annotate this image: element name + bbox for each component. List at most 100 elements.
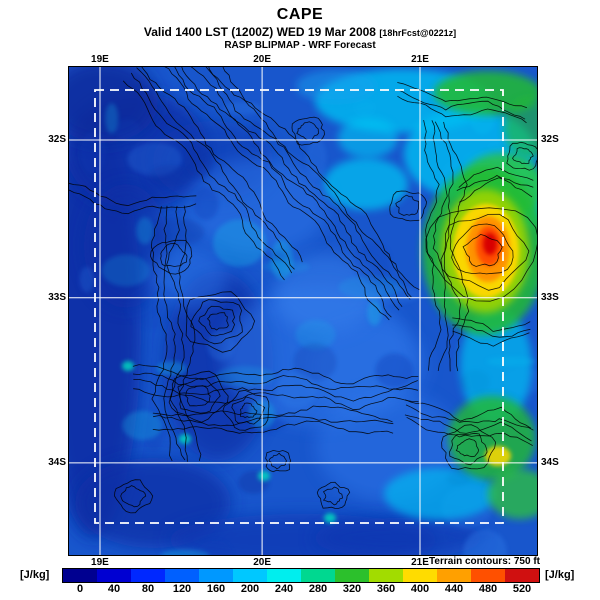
colorbar-segment [233, 569, 267, 582]
terrain-contour-line [185, 385, 211, 407]
terrain-contour-line [268, 452, 287, 470]
cape-texture-blob [262, 260, 310, 273]
cape-texture-blob [223, 102, 262, 115]
terrain-contour-line [136, 67, 295, 270]
terrain-contour-line [150, 206, 173, 462]
terrain-contour-line [120, 485, 147, 508]
terrain-contour-line [208, 66, 412, 298]
terrain-contour-line [423, 120, 442, 371]
colorbar-tick-label: 80 [141, 583, 155, 595]
terrain-contour-line [265, 449, 292, 473]
colorbar-segment [63, 569, 97, 582]
colorbar-units-right: [J/kg] [545, 569, 575, 581]
colorbar-tick-label: 280 [308, 583, 328, 595]
cape-texture-blob [367, 300, 382, 326]
cape-texture-blob [80, 131, 106, 174]
terrain-contour-line [443, 121, 470, 372]
terrain-contour-line [177, 377, 221, 414]
colorbar-segment [301, 569, 335, 582]
terrain-contour-line [190, 299, 243, 345]
cape-texture-blob [122, 410, 163, 440]
terrain-contour-line [406, 416, 533, 446]
cape-texture-blob [338, 275, 402, 299]
terrain-contour-line [322, 486, 343, 506]
terrain-contour-line [397, 82, 528, 109]
cape-fill-blob [338, 118, 398, 158]
terrain-contour-line [204, 66, 411, 300]
terrain-contour-line [405, 404, 534, 431]
colorbar-tick-label: 40 [107, 583, 121, 595]
terrain-contour-line [316, 481, 351, 509]
cape-speck [179, 434, 191, 444]
cape-texture-blob [306, 138, 327, 180]
terrain-contour-line [431, 120, 449, 371]
colorbar-tick-label: 520 [512, 583, 532, 595]
chart-title: CAPE [276, 6, 324, 23]
lat-tick-left: 32S [48, 133, 66, 145]
terrain-contour-line [178, 205, 202, 461]
lat-tick-left: 34S [48, 456, 66, 468]
terrain-contour-line [173, 66, 392, 318]
terrain-contour-line [222, 66, 420, 291]
colorbar-segment [267, 569, 301, 582]
terrain-contour-line [198, 305, 236, 337]
lon-tick-top: 21E [411, 54, 429, 65]
valid-time-line: Valid 1400 LST (1200Z) WED 19 Mar 2008 [… [0, 25, 600, 39]
terrain-contour-line [114, 479, 154, 514]
terrain-contour-line [189, 66, 403, 307]
terrain-contour-line [206, 312, 229, 331]
terrain-contour-line [434, 121, 461, 372]
cape-texture-blob [293, 343, 337, 382]
colorbar-units-left: [J/kg] [20, 569, 50, 581]
terrain-contour-line [296, 121, 320, 141]
terrain-contour-line [405, 399, 532, 429]
colorbar-segment [437, 569, 471, 582]
terrain-contour-line [68, 182, 197, 207]
cape-texture-blob [160, 549, 210, 556]
terrain-contour-line [152, 405, 393, 423]
lon-tick-bottom: 21E [411, 557, 429, 568]
cape-texture-blob [105, 103, 119, 134]
cape-texture-blob [213, 219, 267, 267]
cape-fill-blob [460, 308, 532, 424]
terrain-contour-line [122, 80, 285, 281]
colorbar-tick-label: 160 [206, 583, 226, 595]
cape-speck [258, 471, 270, 481]
terrain-contour-line [222, 389, 270, 431]
terrain-contour-line [149, 239, 193, 275]
cape-texture-blob [207, 329, 235, 361]
lat-tick-left: 33S [48, 291, 66, 303]
cape-texture-blob [276, 372, 317, 408]
terrain-contour-line [451, 223, 514, 275]
cape-fill-blob [488, 469, 538, 519]
terrain-contour-line [132, 372, 418, 390]
cape-texture-blob [375, 353, 414, 388]
cape-texture-blob [192, 187, 219, 221]
terrain-contour-line [132, 364, 419, 385]
cape-fill-blob [485, 446, 511, 466]
colorbar-tick-label: 480 [478, 583, 498, 595]
colorbar-tick-label: 440 [444, 583, 464, 595]
cape-texture-blob [295, 319, 336, 350]
lon-tick-top: 19E [91, 54, 109, 65]
cape-texture-blob [149, 218, 205, 246]
colorbar-segment [369, 569, 403, 582]
terrain-contour-line [506, 141, 538, 171]
model-source-line: RASP BLIPMAP - WRF Forecast [224, 40, 376, 51]
lat-tick-right: 32S [541, 133, 559, 145]
terrain-contour-line [458, 177, 533, 203]
cape-texture-blob [463, 529, 507, 556]
cape-map-canvas [68, 66, 538, 556]
colorbar-segment [131, 569, 165, 582]
colorbar-segment [97, 569, 131, 582]
terrain-contour-line [162, 66, 390, 321]
terrain-contour-line [462, 233, 503, 267]
terrain-contour-line [452, 324, 531, 338]
cape-fill-blob [434, 71, 538, 115]
terrain-contour-note: Terrain contours: 750 ft [429, 556, 540, 567]
cape-fill-blob [313, 518, 483, 556]
lat-tick-right: 33S [541, 291, 559, 303]
terrain-contour-layer [68, 66, 538, 514]
cape-texture-blob [79, 266, 94, 293]
